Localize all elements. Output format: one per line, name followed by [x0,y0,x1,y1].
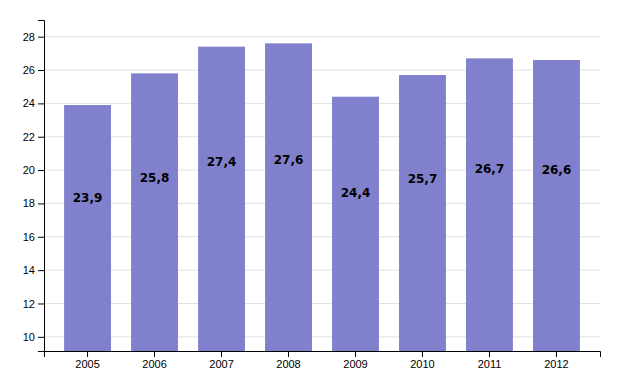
y-tick-label: 22 [23,131,35,143]
bar [265,43,312,351]
y-tick: 24 [23,97,44,109]
y-tick-mark [38,103,44,104]
y-tick-mark [38,303,44,304]
y-tick: 12 [23,297,44,309]
grid-line [44,103,600,104]
x-tick: 2007 [209,351,233,370]
y-tick-label: 24 [23,97,35,109]
grid-line [44,270,600,271]
x-tick-mark [422,351,423,357]
grid-line [44,36,600,37]
x-tick-mark [221,351,222,357]
plot: 10 12 14 16 18 20 22 24 26 28 2005 2006 2007 2008 2009… [23,21,601,370]
y-tick-label: 10 [23,331,35,343]
y-tick-mark [38,203,44,204]
y-tick: 16 [23,231,44,243]
y-tick-mark [38,70,44,71]
bar [332,97,379,351]
x-tick-label: 2006 [142,358,166,370]
y-tick-mark [38,337,44,338]
y-tick: 20 [23,164,44,176]
y-tick-label: 12 [23,297,35,309]
y-tick-label: 16 [23,231,35,243]
y-tick: 10 [23,331,44,343]
x-tick: 2009 [343,351,367,370]
x-tick-mark [489,351,490,357]
y-tick-mark [38,37,44,38]
x-tick: 2010 [410,351,434,370]
bar [64,105,111,351]
y-tick: 28 [23,31,44,43]
bar [399,75,446,351]
y-tick-label: 26 [23,64,35,76]
data-label: 26,7 [475,162,505,176]
y-tick-label: 20 [23,164,35,176]
grid-line [44,136,600,137]
data-label: 27,4 [207,155,237,169]
x-tick-label: 2009 [343,358,367,370]
x-tick-label: 2005 [75,358,99,370]
x-tick-label: 2012 [544,358,568,370]
y-tick-label: 18 [23,197,35,209]
chart: 10 12 14 16 18 20 22 24 26 28 2005 2006 2007 2008 2009… [0,0,620,385]
bars [64,43,580,351]
grid-line [44,336,600,337]
bar [466,58,513,351]
grid-line [44,236,600,237]
x-tick-mark [288,351,289,357]
y-tick-mark [38,137,44,138]
grid-line [44,203,600,204]
x-tick-label: 2010 [410,358,434,370]
y-tick-mark [38,270,44,271]
y-tick-label: 14 [23,264,35,276]
y-tick-mark [38,237,44,238]
x-tick-mark [154,351,155,357]
data-label: 25,7 [408,172,438,186]
bar [533,60,580,351]
data-label: 26,6 [542,163,572,177]
data-label: 27,6 [274,153,304,167]
x-tick: 2012 [544,351,568,370]
data-labels: 23,9 25,8 27,4 27,6 24,4 25,7 26,7 26,6 [73,153,572,205]
y-tick: 14 [23,264,44,276]
data-label: 23,9 [73,191,103,205]
bar [198,47,245,351]
y-tick: 26 [23,64,44,76]
x-tick: 2008 [276,351,300,370]
grid-line [44,303,600,304]
x-tick: 2011 [478,351,502,370]
x-axis: 2005 2006 2007 2008 2009 2010 2011 2012 [45,351,601,370]
y-axis-line [38,21,45,352]
x-tick-mark [556,351,557,357]
grid-line [44,170,600,171]
x-tick: 2006 [142,351,166,370]
x-tick: 2005 [75,351,99,370]
x-tick-label: 2008 [276,358,300,370]
y-tick: 22 [23,131,44,143]
x-tick-mark [355,351,356,357]
grid [44,37,600,337]
x-axis-line [45,352,601,358]
data-label: 24,4 [341,186,371,200]
grid-line [44,70,600,71]
y-tick-label: 28 [23,31,35,43]
x-tick-mark [87,351,88,357]
x-tick-label: 2011 [478,358,502,370]
x-tick-label: 2007 [209,358,233,370]
data-label: 25,8 [140,171,170,185]
y-axis: 10 12 14 16 18 20 22 24 26 28 [23,21,45,352]
bar [131,73,178,351]
y-tick-mark [38,170,44,171]
y-tick: 18 [23,197,44,209]
